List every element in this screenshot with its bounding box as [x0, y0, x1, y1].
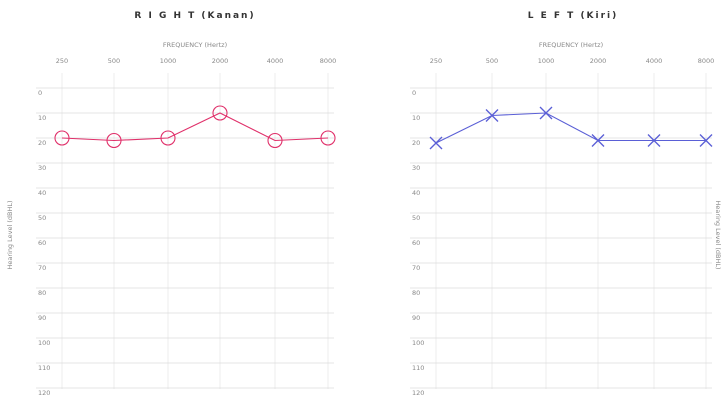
y-tick-label: 90 — [38, 314, 46, 322]
y-tick-label: 70 — [38, 264, 46, 272]
x-tick-label: 1000 — [538, 57, 555, 65]
data-point-circle — [267, 132, 283, 149]
data-point-x — [485, 109, 499, 122]
y-tick-label: 20 — [412, 139, 420, 147]
series-line — [61, 112, 329, 142]
data-point-x-stroke — [429, 136, 443, 150]
y-tick-label: 10 — [412, 114, 420, 122]
data-point-x — [647, 134, 661, 147]
x-tick-label: 250 — [430, 57, 442, 65]
audiogram-left: L E F T (Kiri)FREQUENCY (Hertz)250 500 100… — [410, 11, 722, 397]
audiogram-right: R I G H T (Kanan)FREQUENCY (Hertz)250 500… — [6, 11, 336, 397]
y-tick-label: 60 — [412, 239, 420, 247]
y-tick-label: 60 — [38, 239, 46, 247]
y-tick-label: 120 — [38, 389, 50, 397]
y-tick-label: 50 — [38, 214, 46, 222]
x-axis-label: FREQUENCY (Hertz) — [163, 41, 227, 49]
x-tick-label: 2000 — [590, 57, 607, 65]
data-point-x — [699, 134, 713, 147]
y-tick-label: 80 — [38, 289, 46, 297]
y-tick-label: 90 — [412, 314, 420, 322]
data-point-x-stroke — [647, 134, 661, 147]
data-point-circle — [54, 130, 70, 146]
data-point-x-stroke — [699, 134, 713, 147]
data-point-circle — [160, 130, 176, 146]
x-tick-label: 250 — [56, 57, 68, 65]
y-tick-label: 0 — [412, 89, 416, 97]
y-tick-label: 100 — [38, 339, 50, 347]
y-tick-label: 10 — [38, 114, 46, 122]
x-tick-label: 8000 — [698, 57, 715, 65]
x-tick-label: 2000 — [212, 57, 229, 65]
y-axis-label: Hearing Level (dBHL) — [6, 200, 14, 269]
y-tick-label: 110 — [38, 364, 50, 372]
chart-title: R I G H T (Kanan) — [134, 11, 255, 21]
x-tick-label: 4000 — [267, 57, 284, 65]
x-tick-label: 500 — [486, 57, 498, 65]
x-tick-label: 8000 — [320, 57, 337, 65]
data-point-x-stroke — [485, 109, 499, 122]
chart-title: L E F T (Kiri) — [528, 11, 619, 21]
y-tick-label: 20 — [38, 139, 46, 147]
data-point-circle — [212, 105, 228, 121]
data-point-circle — [320, 130, 336, 146]
y-tick-label: 30 — [412, 164, 420, 172]
y-tick-label: 120 — [412, 389, 424, 397]
y-tick-label: 30 — [38, 164, 46, 172]
y-tick-label: 40 — [412, 189, 420, 197]
data-point-x-stroke — [539, 106, 553, 120]
x-tick-label: 1000 — [160, 57, 177, 65]
y-tick-label: 50 — [412, 214, 420, 222]
x-tick-label: 4000 — [646, 57, 663, 65]
y-tick-label: 0 — [38, 89, 42, 97]
x-tick-label: 500 — [108, 57, 120, 65]
y-tick-label: 80 — [412, 289, 420, 297]
y-tick-label: 40 — [38, 189, 46, 197]
y-tick-label: 110 — [412, 364, 424, 372]
data-point-x-stroke — [591, 134, 605, 147]
x-axis-label: FREQUENCY (Hertz) — [539, 41, 603, 49]
y-axis-label: Hearing Level (dBHL) — [714, 200, 722, 269]
data-point-x — [429, 136, 443, 150]
series-line — [435, 112, 706, 144]
y-tick-label: 70 — [412, 264, 420, 272]
data-point-x — [539, 106, 553, 120]
data-point-x — [591, 134, 605, 147]
y-tick-label: 100 — [412, 339, 424, 347]
data-point-circle — [106, 132, 122, 149]
